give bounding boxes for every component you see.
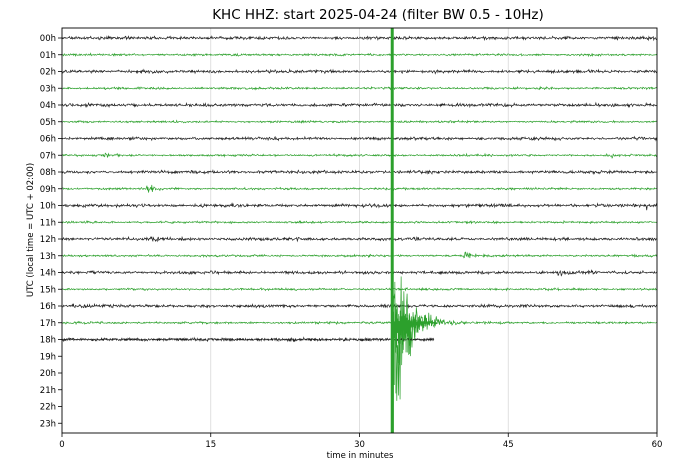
trace-17h bbox=[61, 276, 658, 408]
hour-label: 07h bbox=[40, 151, 56, 161]
x-tick-label: 15 bbox=[205, 440, 216, 450]
trace-06h bbox=[61, 135, 658, 142]
hour-label: 13h bbox=[40, 252, 56, 262]
hour-label: 03h bbox=[40, 84, 56, 94]
hour-label: 12h bbox=[40, 235, 56, 245]
hour-label: 16h bbox=[40, 302, 56, 312]
trace-08h bbox=[61, 169, 658, 175]
hour-label: 02h bbox=[40, 68, 56, 78]
trace-13h bbox=[61, 251, 658, 259]
trace-16h bbox=[61, 302, 658, 309]
y-axis-label: UTC (local time = UTC + 02:00) bbox=[26, 163, 36, 297]
trace-02h bbox=[61, 68, 658, 75]
hour-label: 21h bbox=[40, 386, 56, 396]
trace-11h bbox=[61, 219, 658, 225]
hour-label: 17h bbox=[40, 319, 56, 329]
trace-00h bbox=[61, 34, 658, 42]
x-tick-label: 0 bbox=[59, 440, 64, 450]
hour-label: 20h bbox=[40, 369, 56, 379]
x-axis-label: time in minutes bbox=[327, 451, 394, 461]
trace-07h bbox=[61, 152, 658, 159]
x-tick-label: 30 bbox=[354, 440, 365, 450]
earthquake-coda bbox=[391, 281, 438, 434]
hour-label: 10h bbox=[40, 202, 56, 212]
trace-18h bbox=[61, 336, 435, 343]
x-tick-label: 45 bbox=[503, 440, 514, 450]
x-tick-label: 60 bbox=[652, 440, 663, 450]
trace-03h bbox=[61, 85, 658, 91]
trace-04h bbox=[61, 101, 657, 109]
trace-09h bbox=[61, 184, 658, 193]
hour-label: 15h bbox=[40, 285, 56, 295]
trace-14h bbox=[61, 269, 658, 277]
hour-label: 00h bbox=[40, 34, 56, 44]
hour-label: 23h bbox=[40, 419, 56, 429]
hour-label: 11h bbox=[40, 218, 56, 228]
trace-01h bbox=[61, 52, 658, 58]
grid-lines bbox=[210, 28, 509, 433]
hour-label: 22h bbox=[40, 403, 56, 413]
hour-label: 09h bbox=[40, 185, 56, 195]
trace-05h bbox=[61, 119, 658, 124]
hour-label: 18h bbox=[40, 336, 56, 346]
x-axis: 0 15 30 45 60 bbox=[59, 433, 662, 450]
hour-label: 08h bbox=[40, 168, 56, 178]
hour-label: 05h bbox=[40, 118, 56, 128]
hour-label: 01h bbox=[40, 51, 56, 61]
hour-labels: 00h 01h 02h 03h 04h 05h 06h 07h 08h 09h 10h 11h 12h 1… bbox=[40, 34, 62, 429]
hour-label: 04h bbox=[40, 101, 56, 111]
hour-label: 14h bbox=[40, 269, 56, 279]
trace-10h bbox=[61, 202, 658, 211]
chart-title: KHC HHZ: start 2025-04-24 (filter BW 0.5… bbox=[212, 7, 544, 23]
hour-label: 06h bbox=[40, 135, 56, 145]
hour-label: 19h bbox=[40, 352, 56, 362]
trace-layer bbox=[61, 28, 658, 434]
trace-12h bbox=[61, 235, 658, 243]
trace-15h bbox=[61, 286, 658, 292]
plot-frame bbox=[61, 27, 658, 434]
